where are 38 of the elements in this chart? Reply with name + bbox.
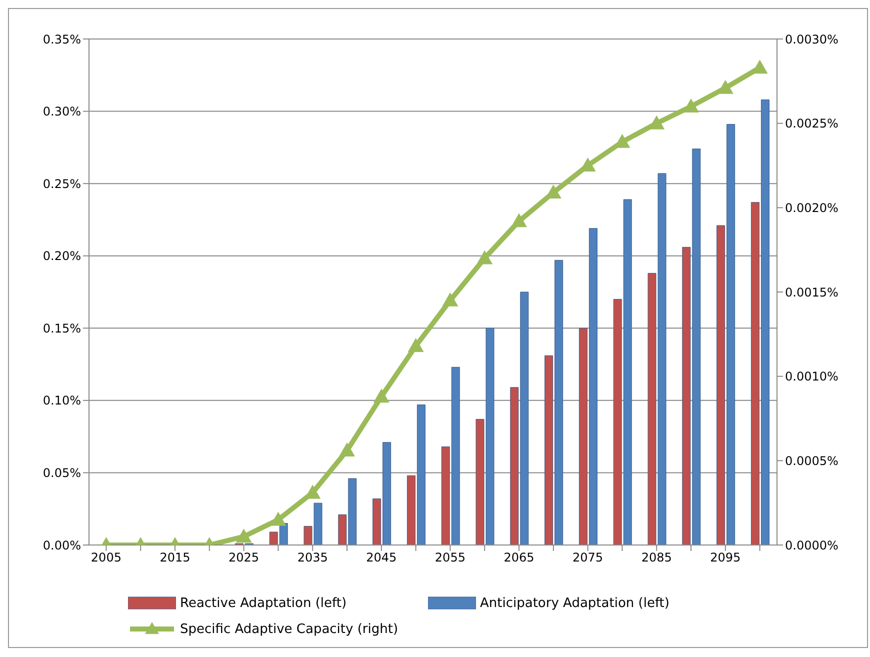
x-tick-label: 2085 bbox=[641, 550, 672, 565]
point bbox=[442, 292, 458, 306]
point bbox=[373, 388, 390, 403]
y2-tick-label: 0.0005% bbox=[785, 454, 838, 468]
point bbox=[648, 115, 665, 130]
point bbox=[236, 528, 252, 543]
y2-tick-label: 0.0010% bbox=[785, 370, 838, 384]
y-tick-label: 0.05% bbox=[42, 466, 81, 480]
y2-tick-label: 0.0020% bbox=[785, 200, 838, 215]
legend-label: Reactive Adaptation (left) bbox=[180, 596, 347, 610]
point bbox=[270, 512, 286, 526]
y-tick-label: 0.00% bbox=[42, 538, 81, 552]
x-tick-label: 2005 bbox=[90, 550, 122, 565]
legend-label: Specific Adaptive Capacity (right) bbox=[180, 622, 398, 636]
x-tick-label: 2035 bbox=[297, 550, 328, 565]
y2-tick-label: 0.0025% bbox=[785, 116, 838, 131]
x-tick-label: 2045 bbox=[366, 550, 397, 565]
y-tick-label: 0.25% bbox=[42, 176, 81, 191]
point bbox=[511, 213, 527, 228]
y-tick-label: 0.35% bbox=[42, 32, 81, 46]
y2-tick-label: 0.0030% bbox=[785, 32, 838, 46]
y2-tick-label: 0.0015% bbox=[785, 285, 838, 300]
x-tick-label: 2095 bbox=[710, 550, 741, 565]
x-tick-label: 2075 bbox=[572, 550, 604, 565]
point bbox=[339, 442, 355, 457]
x-tick-label: 2015 bbox=[160, 550, 190, 565]
x-tick-label: 2025 bbox=[228, 550, 260, 565]
point bbox=[476, 250, 493, 264]
y-tick-label: 0.15% bbox=[42, 321, 81, 336]
point bbox=[683, 98, 699, 112]
y2-tick-label: 0.0000% bbox=[785, 538, 838, 552]
y-tick-label: 0.30% bbox=[42, 104, 81, 119]
x-tick-label: 2065 bbox=[504, 550, 534, 565]
x-tick-label: 2055 bbox=[434, 550, 466, 565]
y-tick-label: 0.20% bbox=[42, 249, 81, 264]
y-tick-label: 0.10% bbox=[42, 394, 81, 408]
legend-label: Anticipatory Adaptation (left) bbox=[480, 596, 670, 610]
point bbox=[408, 338, 424, 352]
